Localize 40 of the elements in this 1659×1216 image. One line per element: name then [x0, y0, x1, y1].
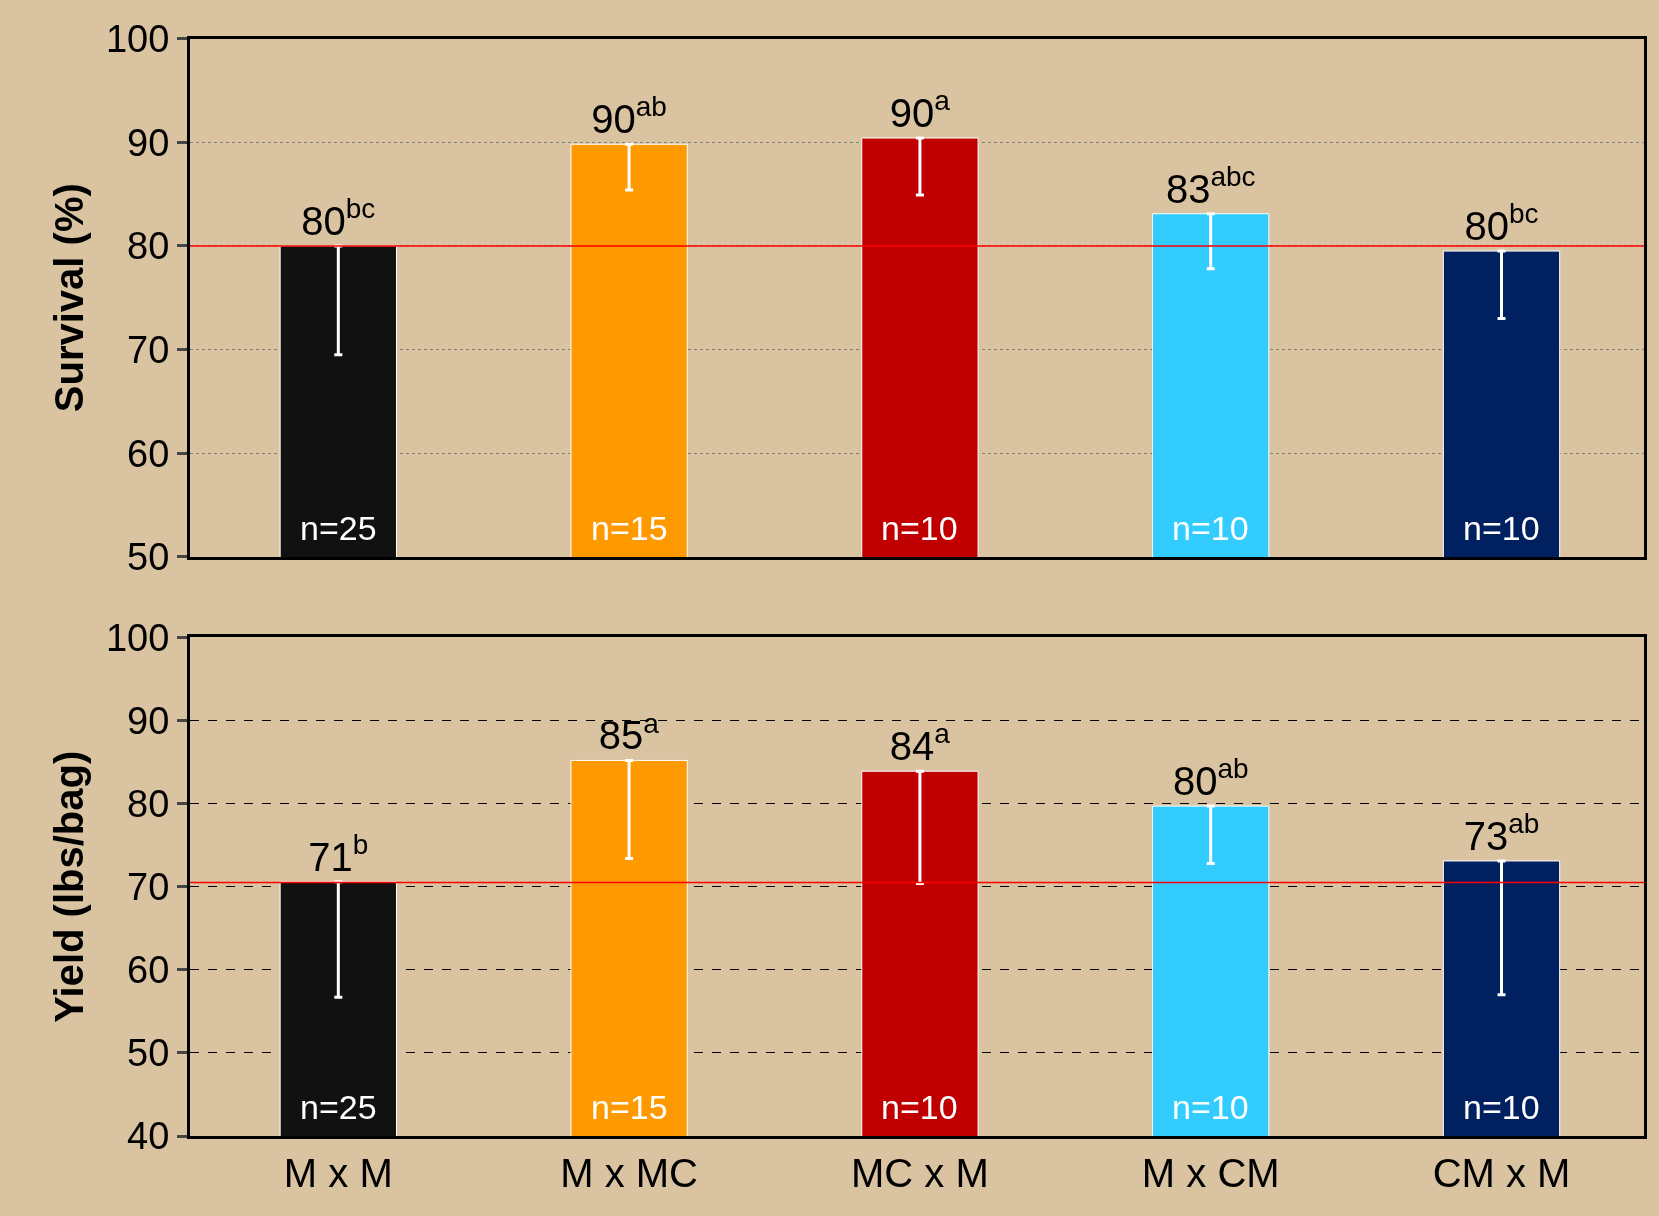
annotation: n=25 — [300, 509, 377, 547]
y-tick-label: 50 — [127, 536, 170, 579]
y-tick-label: 90 — [127, 121, 170, 164]
annotation: n=10 — [881, 1088, 958, 1126]
y-tick-label: 70 — [127, 866, 170, 909]
data-label: 83$^{abc}$ — [1165, 160, 1256, 211]
y-tick-label: 100 — [105, 17, 170, 60]
data-label: 80$^{bc}$ — [301, 193, 376, 243]
x-tick-label: MC x M — [851, 1151, 989, 1195]
y-tick-label: 60 — [127, 949, 170, 992]
y-axis-title: Yield (lbs/bag) — [47, 750, 92, 1023]
annotation: n=10 — [1463, 509, 1540, 547]
y-tick-label: 70 — [127, 328, 170, 371]
data-label: 73$^{ab}$ — [1463, 808, 1540, 858]
annotation: n=10 — [881, 509, 958, 547]
y-tick-label: 60 — [127, 432, 170, 475]
y-axis-title: Survival (%) — [47, 183, 92, 413]
y-tick-label: 90 — [127, 699, 170, 742]
x-tick-label: M x MC — [560, 1151, 698, 1195]
annotation: n=15 — [591, 509, 668, 547]
data-label: 90$^{a}$ — [889, 85, 951, 136]
data-label: 85$^{a}$ — [598, 707, 660, 758]
annotation: n=10 — [1463, 1088, 1540, 1126]
y-tick-label: 40 — [127, 1115, 170, 1158]
y-tick-label: 80 — [127, 225, 170, 268]
data-label: 84$^{a}$ — [889, 718, 951, 769]
annotation: n=25 — [300, 1088, 377, 1126]
data-label: 80$^{bc}$ — [1464, 198, 1539, 249]
x-tick-label: M x CM — [1141, 1151, 1280, 1195]
annotation: n=10 — [1172, 1088, 1249, 1126]
y-tick-label: 80 — [127, 782, 170, 825]
annotation: n=15 — [591, 1088, 668, 1126]
y-tick-label: 50 — [127, 1032, 170, 1075]
data-label: 90$^{ab}$ — [591, 91, 667, 142]
y-tick-label: 100 — [105, 616, 170, 659]
data-label: 71$^{b}$ — [308, 828, 369, 879]
x-tick-label: CM x M — [1432, 1151, 1571, 1195]
data-label: 80$^{ab}$ — [1172, 753, 1249, 804]
annotation: n=10 — [1172, 509, 1249, 547]
x-tick-label: M x M — [283, 1151, 393, 1195]
